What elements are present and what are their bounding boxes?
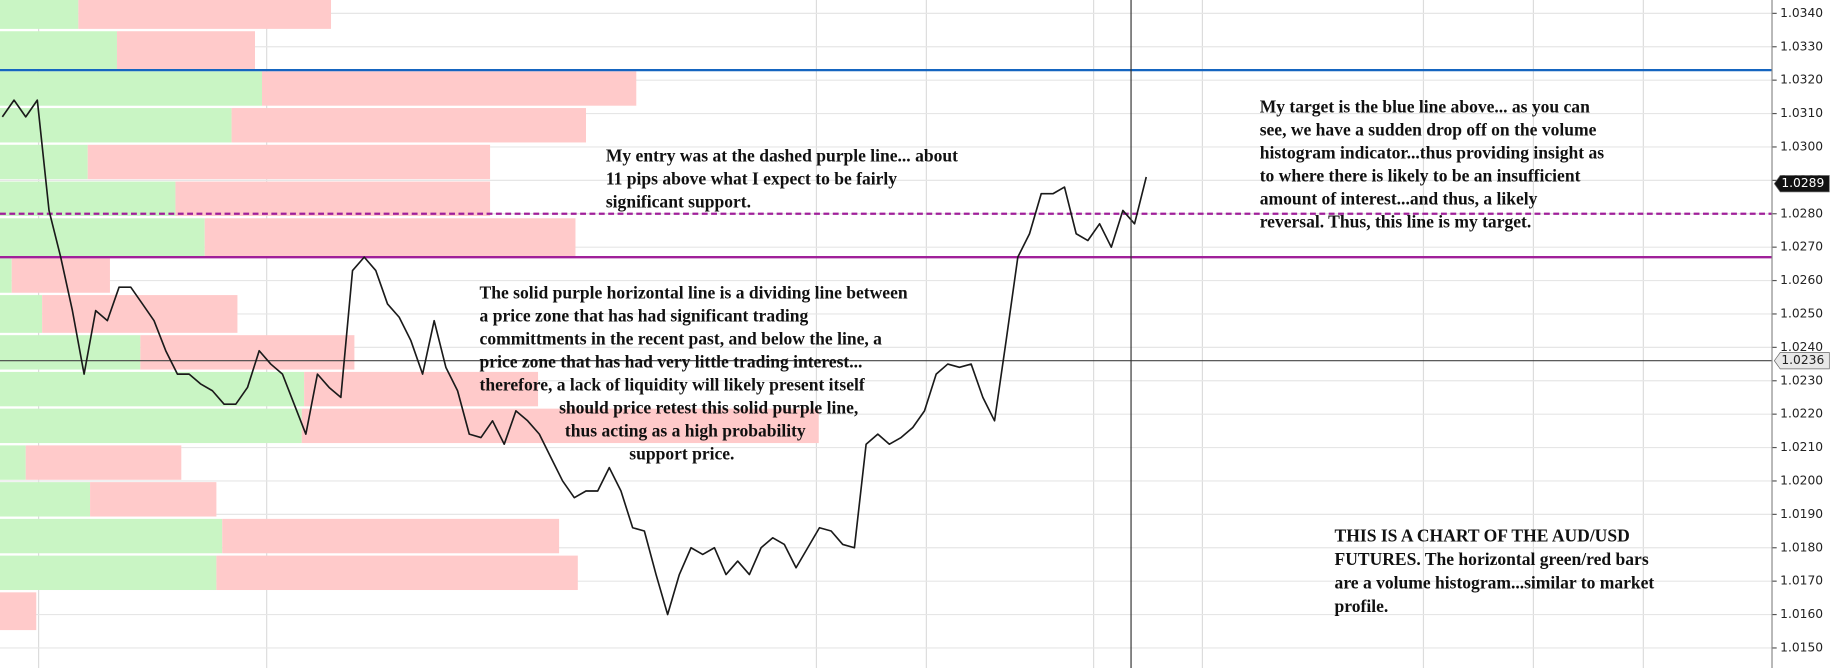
volume-bar-green: [0, 0, 79, 29]
annotation-line: FUTURES. The horizontal green/red bars: [1335, 549, 1649, 569]
volume-bar-red: [301, 408, 819, 444]
volume-bar-green: [0, 181, 176, 216]
volume-bar-green: [0, 71, 262, 106]
volume-bar-green: [0, 408, 302, 444]
annotation-line: The solid purple horizontal line is a di…: [480, 282, 908, 302]
volume-bar-green: [0, 518, 223, 554]
price-marker-box: [1773, 352, 1830, 370]
volume-bar-green: [0, 555, 217, 591]
annotation-line: significant support.: [606, 192, 751, 212]
annotation-line: to where there is likely to be an insuff…: [1260, 165, 1581, 185]
volume-bar-green: [0, 31, 117, 69]
y-tick-label: 1.0190: [1780, 507, 1823, 521]
volume-bar-red: [204, 218, 576, 257]
y-tick-label: 1.0240: [1780, 340, 1823, 354]
y-tick-label: 1.0220: [1780, 407, 1823, 421]
y-tick-label: 1.0200: [1780, 473, 1823, 487]
volume-bar-red: [87, 144, 491, 180]
price-marker-label: 1.0289: [1781, 176, 1824, 190]
volume-bar-red: [216, 555, 578, 591]
volume-bar-green: [0, 108, 232, 143]
annotation-line: thus acting as a high probability: [565, 421, 806, 441]
annotation-line: profile.: [1335, 596, 1389, 616]
y-tick-label: 1.0230: [1780, 373, 1823, 387]
y-tick-label: 1.0250: [1780, 306, 1823, 320]
price-marker-label: 1.0236: [1781, 353, 1824, 367]
y-tick-label: 1.0160: [1780, 607, 1823, 621]
y-tick-label: 1.0180: [1780, 540, 1823, 554]
volume-bar-red: [175, 181, 491, 216]
volume-bar-green: [0, 218, 205, 257]
volume-bar-red: [231, 108, 586, 143]
volume-bar-red: [0, 592, 37, 631]
volume-bar-red: [140, 335, 355, 370]
annotation-line: are a volume histogram...similar to mark…: [1335, 572, 1655, 592]
annotation-line: therefore, a lack of liquidity will like…: [480, 375, 866, 395]
annotation-line: reversal. Thus, this line is my target.: [1260, 212, 1532, 232]
volume-bar-red: [116, 31, 255, 69]
volume-bar-red: [25, 445, 182, 480]
annotation-line: should price retest this solid purple li…: [559, 398, 858, 418]
y-tick-label: 1.0310: [1780, 106, 1823, 120]
price-marker-box: [1773, 175, 1830, 193]
y-tick-label: 1.0260: [1780, 273, 1823, 287]
volume-bar-green: [0, 482, 91, 517]
annotation-line: THIS IS A CHART OF THE AUD/USD: [1335, 526, 1630, 546]
volume-bar-red: [262, 71, 637, 106]
annotation-line: histogram indicator...thus providing ins…: [1260, 142, 1605, 162]
y-tick-label: 1.0280: [1780, 206, 1823, 220]
y-tick-label: 1.0270: [1780, 240, 1823, 254]
volume-bar-red: [78, 0, 332, 29]
volume-bar-green: [0, 445, 26, 480]
volume-bar-green: [0, 371, 305, 407]
annotation-line: a price zone that has had significant tr…: [480, 305, 809, 325]
y-tick-label: 1.0330: [1780, 39, 1823, 53]
volume-bar-green: [0, 258, 12, 293]
volume-bar-green: [0, 335, 141, 370]
annotation-line: amount of interest...and thus, a likely: [1260, 188, 1538, 208]
annotation-line: see, we have a sudden drop off on the vo…: [1260, 119, 1597, 139]
y-tick-label: 1.0320: [1780, 73, 1823, 87]
annotation-line: My entry was at the dashed purple line..…: [606, 145, 958, 165]
annotation-line: price zone that has had very little trad…: [480, 351, 863, 371]
volume-bar-red: [222, 518, 560, 554]
y-tick-label: 1.0210: [1780, 440, 1823, 454]
y-tick-label: 1.0340: [1780, 6, 1823, 20]
annotation-line: support price.: [629, 444, 734, 464]
annotation-line: committments in the recent past, and bel…: [480, 328, 883, 348]
volume-bar-red: [90, 482, 217, 517]
volume-bar-red: [11, 258, 110, 293]
annotation-line: 11 pips above what I expect to be fairly: [606, 168, 897, 188]
y-tick-label: 1.0170: [1780, 574, 1823, 588]
volume-bar-green: [0, 295, 43, 333]
price-line: [1, 99, 1148, 616]
y-tick-label: 1.0150: [1780, 640, 1823, 654]
annotation-line: My target is the blue line above... as y…: [1260, 96, 1590, 116]
y-tick-label: 1.0300: [1780, 139, 1823, 153]
